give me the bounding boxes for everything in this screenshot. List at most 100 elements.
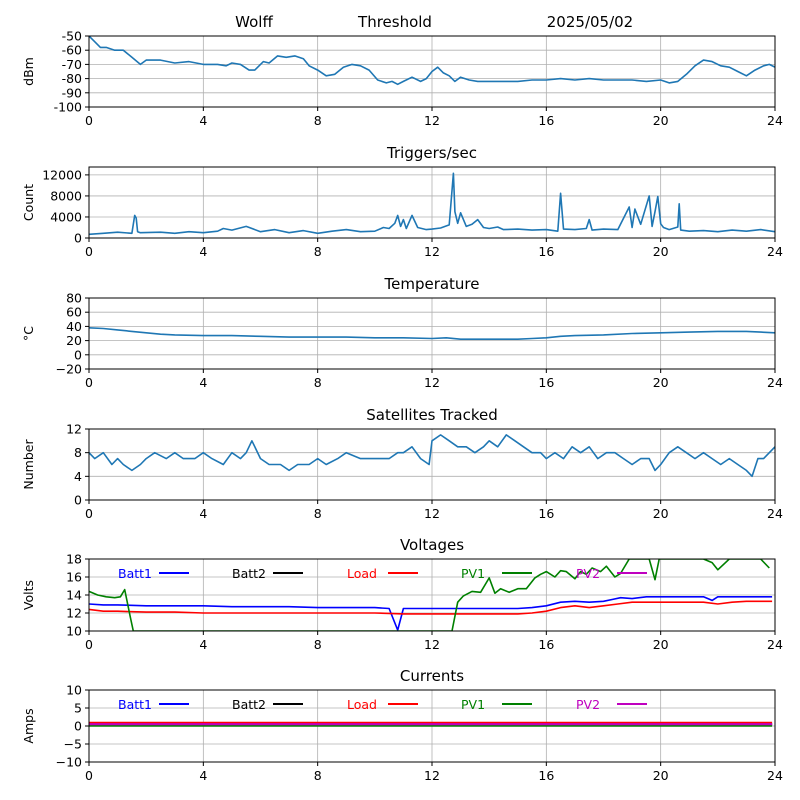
x-tick-label: 12 bbox=[424, 506, 440, 521]
y-tick-label: 0 bbox=[74, 719, 82, 734]
legend-label-batt1: Batt1 bbox=[118, 697, 152, 712]
x-tick-label: 16 bbox=[538, 244, 554, 259]
y-tick-label: 14 bbox=[66, 588, 82, 603]
panel-currents: Batt1 Batt2 Load PV1 PV2 0 4 8 12 16 20 24 −10 −5 0 5 10… bbox=[21, 667, 783, 783]
x-tick-label: 0 bbox=[85, 375, 93, 390]
panel-title: Currents bbox=[400, 667, 464, 685]
y-axis-label: Number bbox=[21, 439, 36, 490]
x-tick-label: 16 bbox=[538, 506, 554, 521]
y-tick-label: 5 bbox=[74, 701, 82, 716]
y-tick-label: 4 bbox=[74, 469, 82, 484]
panel-title: Voltages bbox=[400, 536, 464, 554]
x-tick-label: 16 bbox=[538, 113, 554, 128]
series-line-temperature bbox=[89, 327, 775, 341]
x-tick-label: 0 bbox=[85, 113, 93, 128]
panel-voltages: Batt1 Batt2 Load PV1 PV2 0 4 8 12 16 20 24 10 12 14 16 1… bbox=[21, 536, 783, 652]
x-tick-label: 0 bbox=[85, 506, 93, 521]
x-tick-label: 20 bbox=[653, 375, 669, 390]
chart-panels: 0 4 8 12 16 20 24 -100-90-80-70-60-50 dBm 0 4 8 12 16… bbox=[21, 29, 783, 784]
y-tick-label: 60 bbox=[66, 305, 82, 320]
x-tick-label: 20 bbox=[653, 244, 669, 259]
x-tick-label: 8 bbox=[314, 637, 322, 652]
series-line-load bbox=[89, 600, 773, 615]
legend-label-pv1: PV1 bbox=[461, 697, 485, 712]
y-tick-label: −5 bbox=[64, 737, 82, 752]
header-date: 2025/05/02 bbox=[547, 13, 633, 31]
panel-threshold: 0 4 8 12 16 20 24 -100-90-80-70-60-50 dBm bbox=[21, 29, 783, 129]
x-tick-label: 20 bbox=[653, 113, 669, 128]
y-tick-label: 12 bbox=[66, 606, 82, 621]
series-line-threshold bbox=[89, 36, 775, 86]
y-axis-label: Count bbox=[21, 184, 36, 221]
y-tick-label: 12000 bbox=[42, 167, 82, 182]
x-tick-label: 12 bbox=[424, 375, 440, 390]
y-tick-label: -60 bbox=[62, 43, 82, 58]
legend-label-batt2: Batt2 bbox=[232, 566, 266, 581]
series-line-satellites bbox=[89, 434, 775, 478]
y-tick-label: 0 bbox=[74, 347, 82, 362]
x-tick-label: 20 bbox=[653, 506, 669, 521]
y-tick-label: 0 bbox=[74, 231, 82, 246]
y-tick-label: 20 bbox=[66, 333, 82, 348]
x-tick-label: 8 bbox=[314, 244, 322, 259]
x-tick-label: 16 bbox=[538, 637, 554, 652]
y-axis-label: dBm bbox=[21, 57, 36, 86]
x-tick-label: 4 bbox=[199, 637, 207, 652]
legend-label-pv2: PV2 bbox=[576, 566, 600, 581]
header-station: Wolff bbox=[235, 13, 273, 31]
panel-title: Temperature bbox=[383, 275, 479, 293]
y-tick-label: 4000 bbox=[50, 209, 82, 224]
y-tick-label: -70 bbox=[62, 57, 82, 72]
legend-label-batt2: Batt2 bbox=[232, 697, 266, 712]
y-tick-label: −20 bbox=[56, 362, 82, 377]
panel-satellites: 0 4 8 12 16 20 24 0 4 8 12 Satellites Tracked Number bbox=[21, 406, 783, 521]
x-tick-label: 12 bbox=[424, 768, 440, 783]
legend-label-batt1: Batt1 bbox=[118, 566, 152, 581]
y-tick-label: 0 bbox=[74, 493, 82, 508]
legend-label-pv1: PV1 bbox=[461, 566, 485, 581]
x-tick-label: 16 bbox=[538, 768, 554, 783]
legend-label-load: Load bbox=[347, 697, 377, 712]
panel-triggers: 0 4 8 12 16 20 24 0 4000 8000 12000 Triggers/sec Cou… bbox=[21, 144, 783, 259]
legend-label-load: Load bbox=[347, 566, 377, 581]
y-tick-label: 12 bbox=[66, 422, 82, 437]
x-tick-label: 0 bbox=[85, 637, 93, 652]
x-tick-label: 16 bbox=[538, 375, 554, 390]
y-tick-label: 80 bbox=[66, 291, 82, 306]
x-tick-label: 24 bbox=[767, 506, 783, 521]
x-tick-label: 24 bbox=[767, 113, 783, 128]
x-tick-label: 24 bbox=[767, 375, 783, 390]
series-line-triggers bbox=[89, 172, 775, 236]
x-tick-label: 4 bbox=[199, 375, 207, 390]
y-tick-label: 10 bbox=[66, 624, 82, 639]
x-tick-label: 8 bbox=[314, 375, 322, 390]
y-tick-label: −10 bbox=[56, 755, 82, 770]
y-tick-label: 18 bbox=[66, 552, 82, 567]
x-tick-label: 8 bbox=[314, 768, 322, 783]
series-line-batt1 bbox=[89, 595, 773, 631]
x-tick-label: 0 bbox=[85, 768, 93, 783]
y-tick-label: 8000 bbox=[50, 188, 82, 203]
y-tick-label: 10 bbox=[66, 683, 82, 698]
x-tick-label: 20 bbox=[653, 637, 669, 652]
x-tick-label: 0 bbox=[85, 244, 93, 259]
y-tick-label: -90 bbox=[62, 85, 82, 100]
y-tick-label: 16 bbox=[66, 570, 82, 585]
y-tick-label: -100 bbox=[54, 100, 82, 115]
legend-label-pv2: PV2 bbox=[576, 697, 600, 712]
x-tick-label: 4 bbox=[199, 244, 207, 259]
x-tick-label: 8 bbox=[314, 113, 322, 128]
x-tick-label: 24 bbox=[767, 768, 783, 783]
x-tick-label: 12 bbox=[424, 637, 440, 652]
x-tick-label: 4 bbox=[199, 506, 207, 521]
y-axis-label: Volts bbox=[21, 580, 36, 610]
y-axis-label: Amps bbox=[21, 708, 36, 743]
y-axis-label: °C bbox=[21, 326, 36, 341]
series-line-pv1 bbox=[89, 559, 770, 631]
x-tick-label: 24 bbox=[767, 637, 783, 652]
x-tick-label: 8 bbox=[314, 506, 322, 521]
header-label: Threshold bbox=[357, 13, 432, 31]
